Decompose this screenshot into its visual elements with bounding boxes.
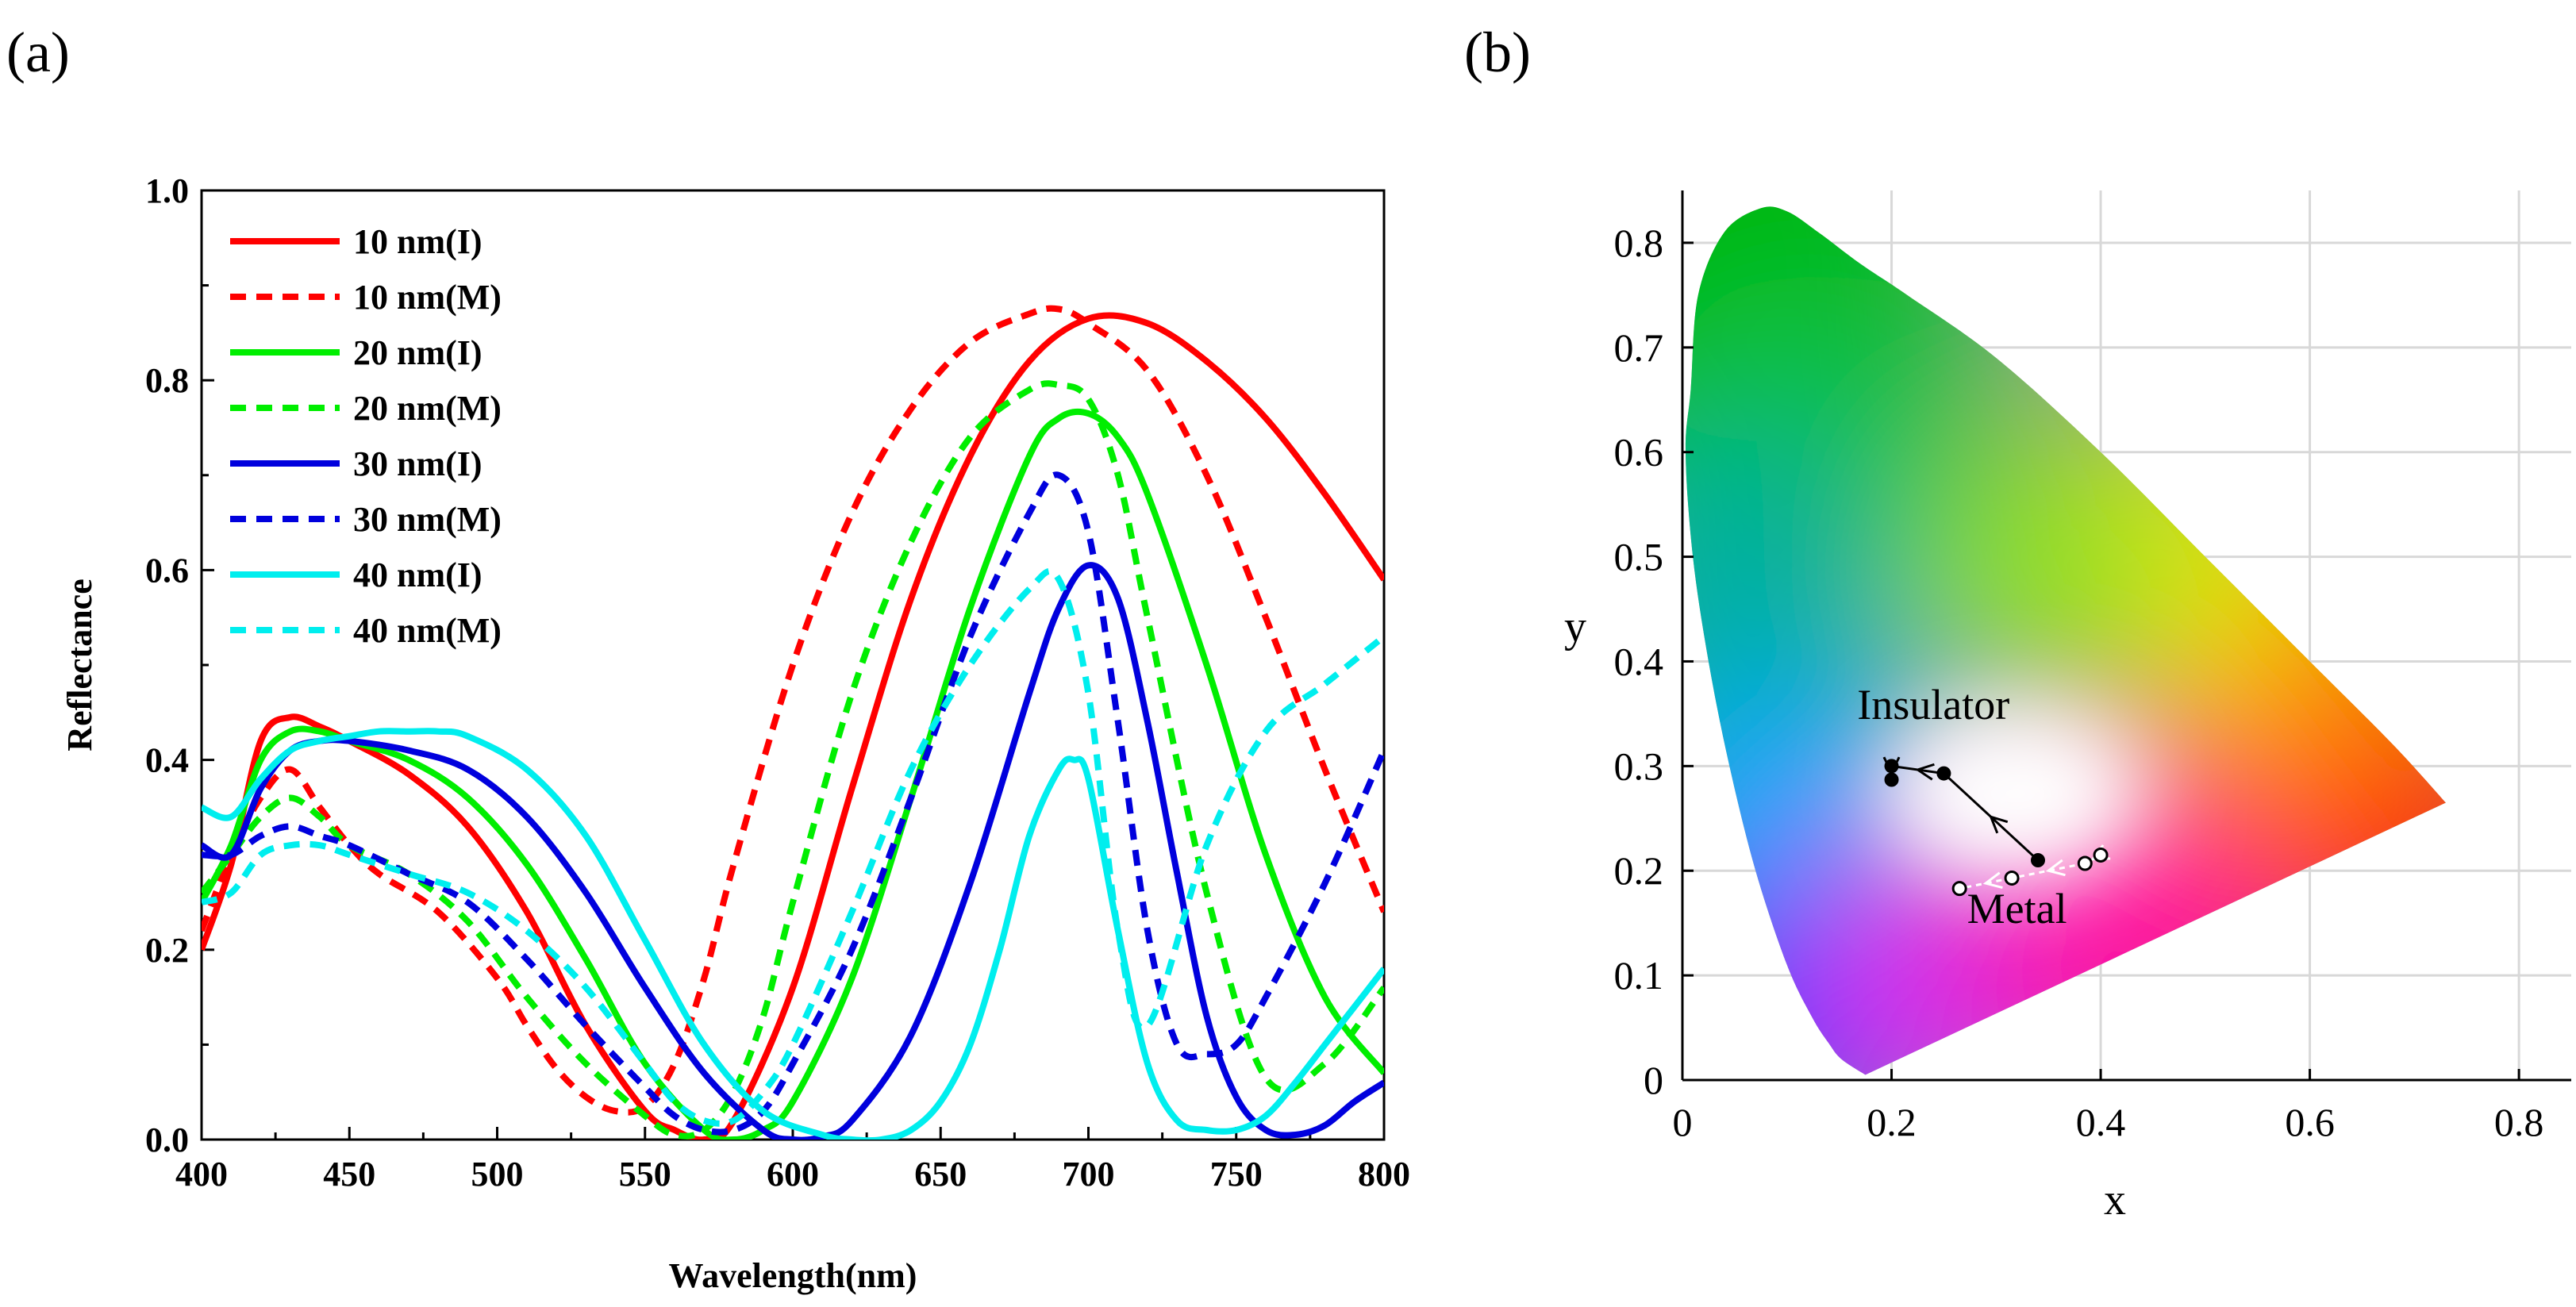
x-tick-label: 800 [1358,1155,1410,1194]
x-tick-label: 0.2 [1867,1100,1917,1144]
legend-label: 40 nm(M) [353,611,502,650]
y-tick-label: 0.0 [145,1121,189,1159]
y-tick-label: 0.4 [145,741,189,780]
legend-label: 20 nm(I) [353,333,483,372]
x-tick-label: 500 [471,1155,524,1194]
insulator-point [1884,759,1899,774]
legend-label: 30 nm(I) [353,444,483,483]
series-30-nm-i-line [202,562,1384,1140]
panel-a-legend: 10 nm(I) 10 nm(M) 20 nm(I) 20 nm(M) 30 nm(I)… [230,222,502,650]
panel-b-axes: 0 0.2 0.4 0.6 0.8 0 0.1 0.2 0.3 0.4 0.5 0.6 0.7 0.8 [1614,190,2571,1144]
panel-a: (a) 400 450 500 550 600 650 700 750 800 0.0 0.2 0.4… [6,21,1410,1295]
y-tick-label: 0.2 [145,931,189,970]
legend-label: 10 nm(I) [353,222,483,261]
legend-label: 30 nm(M) [353,500,502,539]
metal-point [2077,855,2093,871]
x-tick-label: 650 [914,1155,967,1194]
panel-a-ticks: 400 450 500 550 600 650 700 750 800 0.0 0.2 0.4 0.6 0… [145,171,1410,1194]
x-tick-label: 750 [1210,1155,1263,1194]
arrow-head [1989,814,2009,834]
arrow-head [1915,763,1935,781]
panel-b-x-axis-title: x [2104,1175,2126,1224]
y-tick-label: 0.4 [1614,639,1664,683]
insulator-point [1936,766,1951,781]
series-20-nm-m-line [202,380,1384,1140]
x-tick-label: 450 [323,1155,375,1194]
y-tick-label: 0.6 [1614,430,1664,475]
arrow-head [1982,871,2003,890]
panel-a-label: (a) [6,21,70,84]
x-tick-label: 0.6 [2285,1100,2335,1144]
y-tick-label: 0.1 [1614,953,1664,998]
trajectory-segment [1959,876,2013,890]
legend-label: 40 nm(I) [353,555,483,594]
y-tick-label: 0.6 [145,551,189,590]
insulator-point [1884,772,1899,787]
y-tick-label: 0 [1644,1058,1663,1102]
legend-label: 10 nm(M) [353,278,502,317]
panel-b-y-axis-title: y [1564,602,1586,652]
series-40-nm-i-line [202,728,1384,1140]
x-tick-label: 0 [1673,1100,1693,1144]
series-10-nm-m-line [202,305,1384,1116]
y-tick-label: 0.2 [1614,848,1664,893]
y-tick-label: 0.8 [145,361,189,400]
x-tick-label: 700 [1063,1155,1115,1194]
series-40-nm-m-line [202,567,1384,1127]
x-tick-label: 0.8 [2494,1100,2544,1144]
panel-b-label: (b) [1464,21,1531,84]
y-tick-label: 0.7 [1614,325,1664,370]
y-tick-label: 0.5 [1614,535,1664,579]
x-tick-label: 550 [619,1155,671,1194]
panel-a-x-axis-title: Wavelength(nm) [669,1256,917,1295]
y-tick-label: 0.8 [1614,221,1664,265]
trajectory-segment [2011,862,2086,879]
x-tick-label: 600 [767,1155,819,1194]
metal-point [1951,881,1967,897]
panel-a-curves [202,305,1384,1140]
metal-annotation: Metal [1967,885,2067,932]
y-tick-label: 1.0 [145,171,189,210]
panel-a-y-axis-title: Reflectance [60,579,99,751]
panel-b-points [1882,756,2111,897]
panel-b: (b) 0 0.2 0. [1464,21,2571,1224]
insulator-annotation: Insulator [1857,681,2009,728]
insulator-point [2031,853,2045,868]
x-tick-label: 400 [175,1155,228,1194]
x-tick-label: 0.4 [2076,1100,2126,1144]
y-tick-label: 0.3 [1614,744,1664,788]
metal-point [2093,847,2109,863]
metal-point [2004,870,2020,886]
series-30-nm-m-line [202,471,1384,1136]
arrow-head [2045,859,2066,877]
legend-label: 20 nm(M) [353,389,502,428]
cie-gamut [1685,206,2446,1075]
